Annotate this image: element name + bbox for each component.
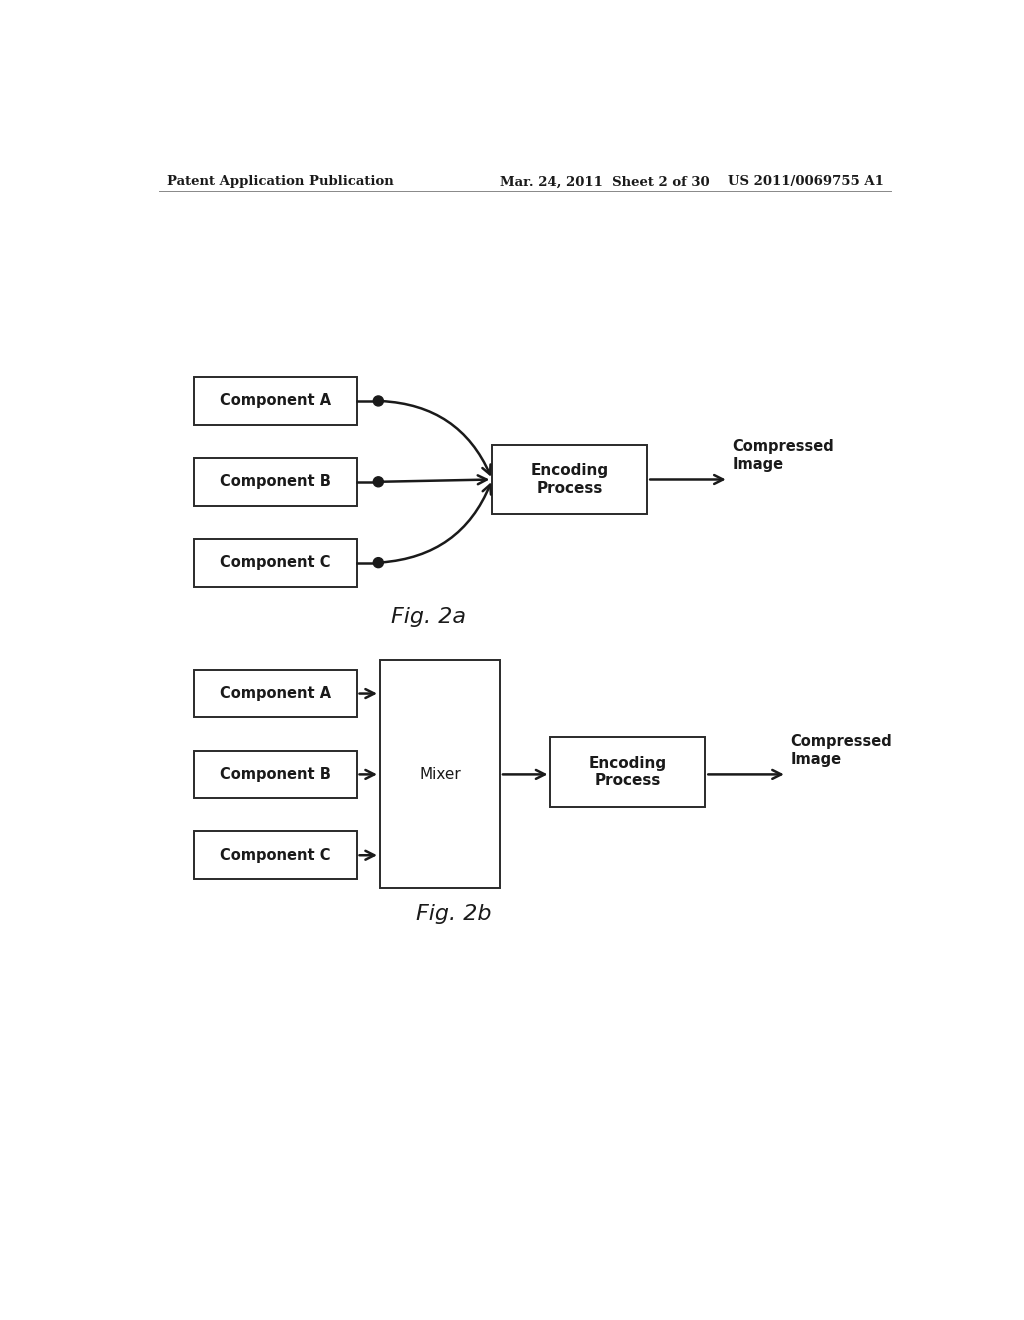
Text: Compressed
Image: Compressed Image xyxy=(732,440,835,471)
Text: Component A: Component A xyxy=(220,393,331,408)
FancyArrowPatch shape xyxy=(381,475,486,484)
FancyBboxPatch shape xyxy=(194,751,356,799)
Circle shape xyxy=(374,557,383,568)
FancyBboxPatch shape xyxy=(550,738,706,807)
Text: Compressed
Image: Compressed Image xyxy=(791,734,892,767)
Text: Mixer: Mixer xyxy=(419,767,461,781)
Text: Encoding
Process: Encoding Process xyxy=(589,756,667,788)
Text: Component C: Component C xyxy=(220,556,331,570)
Text: Mar. 24, 2011  Sheet 2 of 30: Mar. 24, 2011 Sheet 2 of 30 xyxy=(500,176,710,189)
Text: Component B: Component B xyxy=(220,767,331,781)
FancyBboxPatch shape xyxy=(194,669,356,718)
Text: Fig. 2b: Fig. 2b xyxy=(416,904,492,924)
FancyBboxPatch shape xyxy=(194,539,356,586)
Text: Component B: Component B xyxy=(220,474,331,490)
Text: US 2011/0069755 A1: US 2011/0069755 A1 xyxy=(728,176,884,189)
FancyBboxPatch shape xyxy=(194,378,356,425)
Circle shape xyxy=(374,396,383,407)
Circle shape xyxy=(374,477,383,487)
Text: Fig. 2a: Fig. 2a xyxy=(391,607,466,627)
FancyArrowPatch shape xyxy=(381,401,490,474)
Text: Patent Application Publication: Patent Application Publication xyxy=(167,176,393,189)
FancyBboxPatch shape xyxy=(493,445,647,515)
Text: Component A: Component A xyxy=(220,686,331,701)
FancyArrowPatch shape xyxy=(381,484,490,562)
Text: Component C: Component C xyxy=(220,847,331,863)
FancyBboxPatch shape xyxy=(380,660,500,888)
FancyBboxPatch shape xyxy=(194,458,356,506)
FancyBboxPatch shape xyxy=(194,832,356,879)
Text: Encoding
Process: Encoding Process xyxy=(530,463,609,496)
